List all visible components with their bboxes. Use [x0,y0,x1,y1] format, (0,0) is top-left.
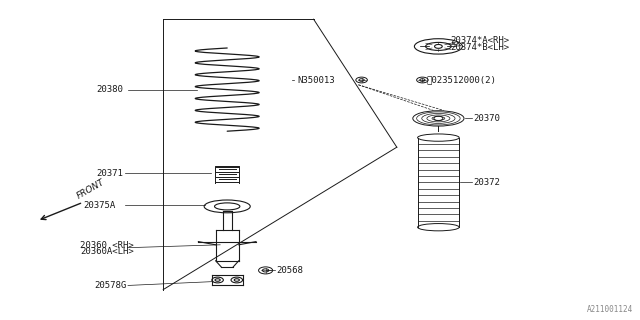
Text: A211001124: A211001124 [588,305,634,314]
Text: N350013: N350013 [298,76,335,84]
Text: 20374*B<LH>: 20374*B<LH> [450,43,509,52]
Text: 20374*A<RH>: 20374*A<RH> [450,36,509,45]
Text: 20380: 20380 [96,85,123,94]
Text: 20371: 20371 [96,169,123,178]
Text: 20375A: 20375A [83,201,115,210]
Text: 20578G: 20578G [95,281,127,290]
Text: Ⓝ023512000(2): Ⓝ023512000(2) [426,76,496,84]
Text: 20568: 20568 [276,266,303,275]
Text: 20372: 20372 [474,178,500,187]
Text: FRONT: FRONT [76,177,107,200]
Text: 20360 <RH>: 20360 <RH> [80,241,134,250]
Text: 20370: 20370 [474,114,500,123]
Text: 20360A<LH>: 20360A<LH> [80,247,134,256]
